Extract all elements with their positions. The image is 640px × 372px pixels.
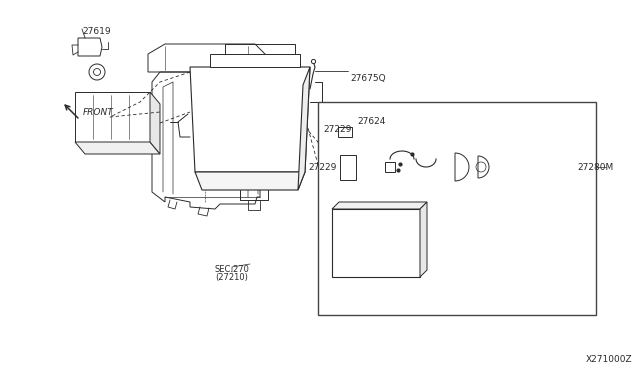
Text: 27619: 27619	[82, 27, 111, 36]
Polygon shape	[332, 202, 427, 209]
Text: FRONT: FRONT	[83, 108, 114, 117]
Polygon shape	[298, 67, 310, 190]
Circle shape	[89, 64, 105, 80]
Polygon shape	[210, 54, 300, 67]
Polygon shape	[455, 153, 469, 181]
Polygon shape	[195, 172, 305, 190]
Polygon shape	[75, 142, 160, 154]
Polygon shape	[190, 67, 310, 172]
Bar	[318, 102, 596, 315]
Polygon shape	[385, 162, 395, 172]
Polygon shape	[340, 154, 356, 180]
Polygon shape	[332, 209, 420, 277]
Text: SEC.270: SEC.270	[214, 265, 250, 274]
Polygon shape	[150, 92, 160, 154]
Text: 27229: 27229	[308, 163, 337, 171]
Polygon shape	[420, 202, 427, 277]
Polygon shape	[478, 156, 489, 178]
Text: (27210): (27210)	[216, 273, 248, 282]
Text: X271000Z: X271000Z	[586, 355, 632, 364]
Text: 27280M: 27280M	[578, 163, 614, 171]
Text: 27229: 27229	[323, 125, 351, 134]
Polygon shape	[78, 38, 102, 56]
Polygon shape	[75, 92, 150, 142]
Text: 27624: 27624	[357, 117, 385, 126]
Text: 27675Q: 27675Q	[350, 74, 386, 83]
